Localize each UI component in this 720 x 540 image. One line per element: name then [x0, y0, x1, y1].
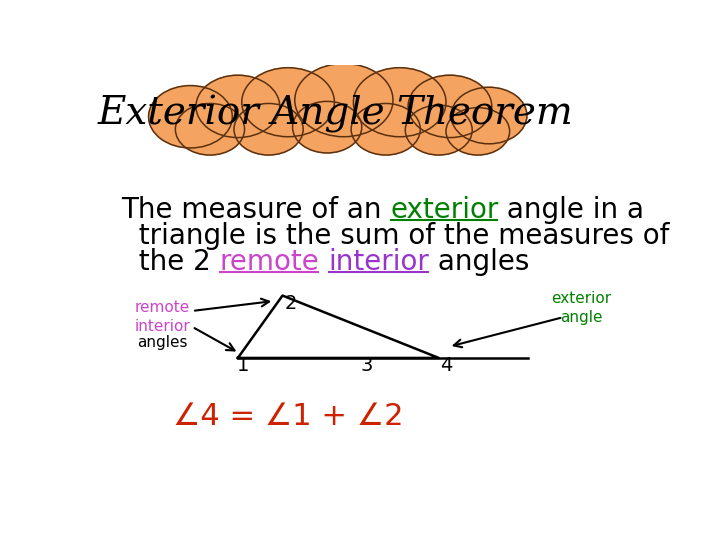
Text: The measure of an: The measure of an [121, 197, 390, 224]
Text: interior: interior [328, 248, 429, 276]
Circle shape [354, 68, 446, 137]
Text: 1: 1 [237, 356, 249, 375]
Circle shape [408, 75, 492, 138]
Text: remote: remote [220, 248, 319, 276]
Text: the 2: the 2 [121, 248, 220, 276]
Circle shape [242, 68, 334, 137]
Circle shape [451, 87, 527, 144]
Text: exterior
angle: exterior angle [551, 291, 611, 325]
Circle shape [148, 85, 233, 148]
Text: angles: angles [429, 248, 529, 276]
Text: exterior: exterior [390, 197, 498, 224]
Text: angles: angles [138, 335, 188, 349]
Circle shape [196, 75, 280, 138]
Circle shape [351, 104, 420, 155]
Circle shape [234, 104, 303, 155]
Circle shape [446, 107, 510, 155]
Text: 4: 4 [440, 356, 452, 375]
Text: 3: 3 [360, 356, 372, 375]
Text: 2: 2 [284, 294, 297, 313]
Circle shape [405, 105, 472, 155]
Text: triangle is the sum of the measures of: triangle is the sum of the measures of [121, 222, 669, 250]
Text: ∠4 = ∠1 + ∠2: ∠4 = ∠1 + ∠2 [173, 402, 403, 431]
Text: Exterior Angle Theorem: Exterior Angle Theorem [98, 95, 573, 133]
Circle shape [176, 104, 245, 155]
Text: angle in a: angle in a [498, 197, 644, 224]
Circle shape [294, 64, 393, 137]
Circle shape [292, 102, 361, 153]
Text: remote
interior: remote interior [135, 300, 190, 334]
